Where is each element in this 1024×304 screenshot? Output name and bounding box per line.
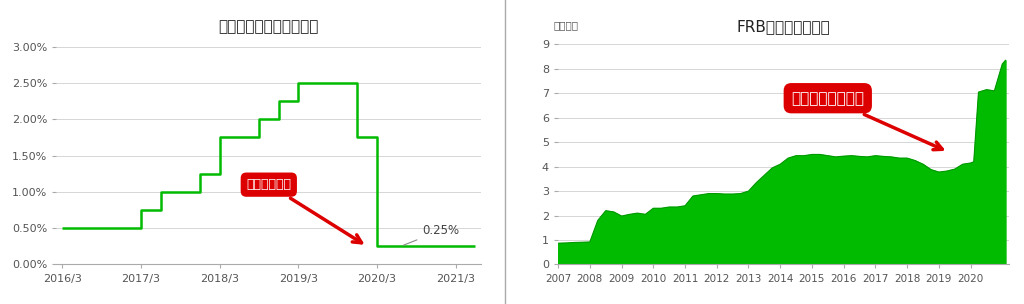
Text: 0.25%: 0.25%: [403, 224, 460, 245]
Text: 百万ドル: 百万ドル: [554, 21, 579, 30]
Text: 金利引き下げ: 金利引き下げ: [247, 178, 361, 243]
Title: FRB　総資産　推移: FRB 総資産 推移: [736, 19, 830, 34]
Text: 量的金融緩和政策: 量的金融緩和政策: [792, 91, 942, 150]
Title: アメリカ政策金利　推移: アメリカ政策金利 推移: [218, 19, 319, 34]
